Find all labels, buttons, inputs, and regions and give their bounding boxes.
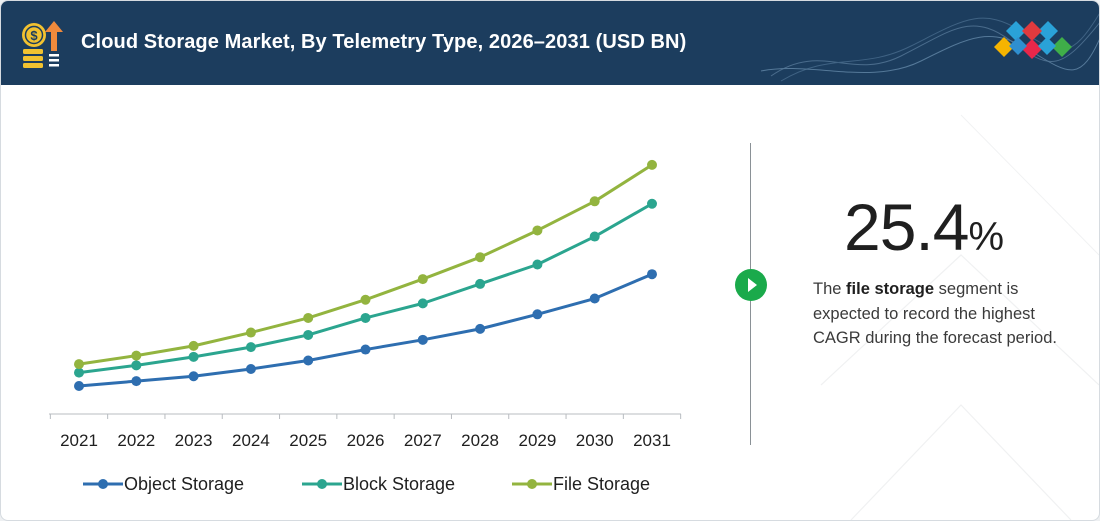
data-point	[245, 342, 256, 353]
x-tick-label: 2021	[60, 431, 98, 450]
x-tick-label: 2023	[175, 431, 213, 450]
cagr-number: 25.4	[844, 190, 969, 264]
x-tick-label: 2031	[633, 431, 671, 450]
data-point	[74, 367, 84, 378]
cagr-description: The file storage segment is expected to …	[813, 277, 1083, 351]
data-point	[303, 312, 314, 323]
data-point	[131, 350, 142, 361]
data-point	[303, 355, 314, 366]
brand-diamond-logo	[994, 21, 1072, 59]
legend-label: Object Storage	[124, 474, 244, 494]
data-point	[131, 376, 142, 387]
x-tick-label: 2022	[117, 431, 155, 450]
data-point	[589, 196, 600, 207]
data-point	[647, 269, 657, 280]
money-growth-icon: $	[22, 21, 63, 68]
data-point	[417, 298, 428, 309]
cagr-text-lead: The	[813, 280, 847, 298]
data-point	[303, 329, 314, 340]
data-point	[131, 360, 142, 371]
x-tick-label: 2029	[518, 431, 556, 450]
data-point	[188, 340, 199, 351]
data-point	[360, 294, 371, 305]
x-tick-label: 2028	[461, 431, 499, 450]
series-line-0	[78, 272, 653, 388]
data-point	[532, 225, 543, 236]
x-tick-label: 2030	[576, 431, 614, 450]
x-tick-label: 2024	[232, 431, 270, 450]
data-point	[532, 259, 543, 270]
data-point	[647, 198, 657, 209]
legend-swatch-dot	[317, 479, 327, 489]
legend-item: Block Storage	[302, 474, 455, 494]
segment-name: file storage	[846, 280, 935, 298]
cagr-unit: %	[968, 215, 1005, 259]
data-point	[475, 323, 486, 334]
data-point	[188, 371, 199, 382]
data-point	[245, 327, 256, 338]
cagr-value: 25.4%	[844, 189, 1004, 265]
data-point	[417, 334, 428, 345]
cagr-text-rest: segment is expected to record the highes…	[813, 280, 1057, 347]
legend-swatch-dot	[527, 479, 537, 489]
data-point	[360, 312, 371, 323]
chart-title: Cloud Storage Market, By Telemetry Type,…	[81, 31, 687, 53]
header-bar: $ Cloud Storage Market, By Telemetry Typ…	[1, 1, 1099, 85]
series-line-2	[78, 163, 653, 366]
legend-item: Object Storage	[83, 474, 244, 494]
legend-label: File Storage	[553, 474, 650, 494]
play-arrow-icon	[735, 269, 767, 301]
legend-item: File Storage	[512, 474, 650, 494]
data-point	[74, 380, 84, 391]
data-point	[74, 359, 84, 370]
svg-text:$: $	[30, 28, 38, 43]
legend-swatch-dot	[98, 479, 108, 489]
x-tick-label: 2026	[347, 431, 385, 450]
data-point	[589, 231, 600, 242]
x-tick-label: 2025	[289, 431, 327, 450]
data-point	[360, 344, 371, 355]
line-chart: 2021 2022 2023 2024 2025 2026 2027 2028 2029 2030…	[49, 159, 682, 494]
data-point	[532, 309, 543, 320]
data-point	[589, 293, 600, 304]
legend-label: Block Storage	[343, 474, 455, 494]
data-point	[188, 351, 199, 362]
data-point	[417, 274, 428, 285]
data-point	[475, 278, 486, 289]
data-point	[647, 159, 657, 170]
background-decoration	[820, 114, 1099, 520]
x-tick-label: 2027	[404, 431, 442, 450]
data-point	[245, 363, 256, 374]
data-point	[475, 252, 486, 263]
